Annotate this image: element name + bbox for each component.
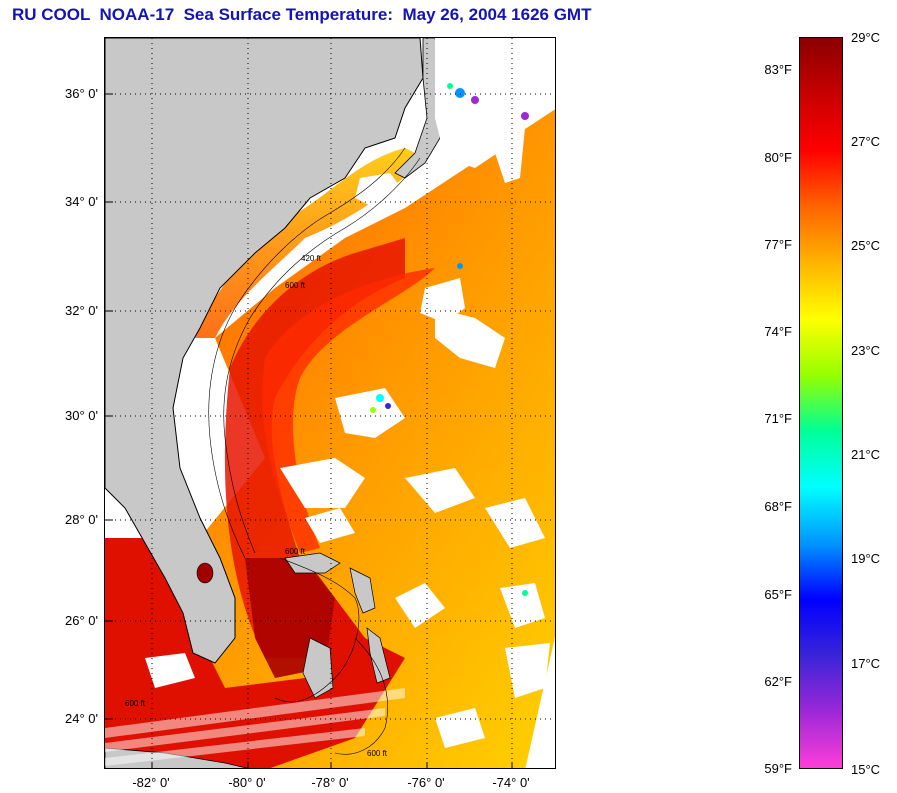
colorbar-f-label: 83°F (764, 62, 792, 77)
lat-label-28: 28° 0' (65, 512, 98, 527)
colorbar-f-label: 71°F (764, 411, 792, 426)
isobath-label: 600 ft (285, 281, 306, 290)
land-bahamas-eleuthera (366, 627, 391, 684)
colorbar-c-label: 15°C (851, 762, 881, 777)
colorbar (799, 37, 843, 769)
sst-map-svg: 420 ft 600 ft 600 ft 600 ft 600 ft (105, 38, 555, 768)
colorbar-f-label: 80°F (764, 150, 792, 165)
colorbar-c-label: 25°C (851, 238, 881, 253)
gulf-stream-core (224, 238, 405, 658)
colorbar-c-label: 29°C (851, 30, 881, 45)
colorbar-f-label: 68°F (764, 499, 792, 514)
isobath-contours (208, 147, 421, 755)
graticule (105, 38, 555, 768)
gulf-stream-edge (262, 268, 435, 553)
colorbar-c-label: 23°C (851, 343, 881, 358)
sst-map: 420 ft 600 ft 600 ft 600 ft 600 ft (104, 37, 556, 769)
colorbar-c-label: 21°C (851, 447, 881, 462)
lon-label-78: -78° 0' (311, 775, 349, 790)
colorbar-f-label: 74°F (764, 324, 792, 339)
colorbar-f-label: 65°F (764, 587, 792, 602)
cool-patches (370, 83, 529, 596)
colorbar-c-label: 27°C (851, 134, 881, 149)
lat-label-34: 34° 0' (65, 194, 98, 209)
lat-label-26: 26° 0' (65, 613, 98, 628)
land-southeast-us (105, 38, 424, 664)
colorbar-c-label: 17°C (851, 656, 881, 671)
cloud-mask (105, 38, 550, 766)
lon-label-80: -80° 0' (228, 775, 266, 790)
land-bahamas-abaco (349, 567, 376, 614)
map-title: RU COOL NOAA-17 Sea Surface Temperature:… (12, 5, 592, 24)
land-bahamas-andros (302, 637, 334, 699)
isobath-label: 600 ft (125, 699, 146, 708)
isobath-labels: 420 ft 600 ft 600 ft 600 ft 600 ft (125, 254, 388, 758)
lon-label-74: -74° 0' (492, 775, 530, 790)
lat-label-24: 24° 0' (65, 711, 98, 726)
lat-label-36: 36° 0' (65, 86, 98, 101)
colorbar-f-label: 59°F (764, 761, 792, 776)
isobath-label: 600 ft (367, 749, 388, 758)
colorbar-f-label: 77°F (764, 237, 792, 252)
colorbar-c-label: 19°C (851, 551, 881, 566)
axis-ticks (105, 93, 513, 768)
lat-label-30: 30° 0' (65, 408, 98, 423)
isobath-label: 420 ft (301, 254, 322, 263)
isobath-label: 600 ft (285, 547, 306, 556)
lat-label-32: 32° 0' (65, 303, 98, 318)
lake-okeechobee (196, 562, 214, 584)
lon-label-82: -82° 0' (132, 775, 170, 790)
lon-label-76: -76° 0' (407, 775, 445, 790)
land-cuba (105, 747, 249, 768)
colorbar-f-label: 62°F (764, 674, 792, 689)
land-bahamas-grand (284, 552, 341, 574)
